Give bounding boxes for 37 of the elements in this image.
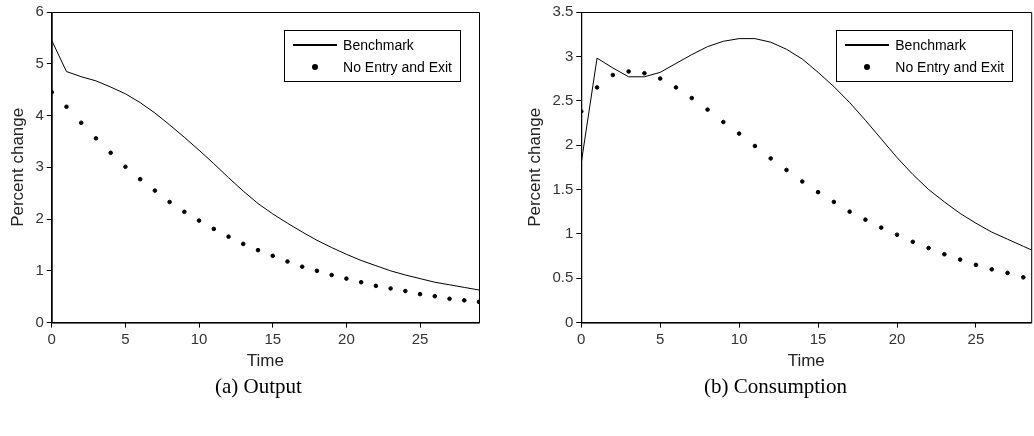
x-tick-label: 20: [338, 329, 355, 347]
x-tick-label: 25: [411, 329, 429, 347]
y-tick-label: 3.5: [552, 2, 574, 20]
x-tick-label: 20: [888, 329, 906, 347]
y-tick-label: 0.5: [552, 268, 574, 286]
legend-label: Benchmark: [343, 36, 414, 55]
legend-label: No Entry and Exit: [895, 58, 1005, 77]
x-axis-title: Time: [246, 351, 284, 371]
y-tick-label: 2.5: [552, 90, 574, 108]
legend-label: Benchmark: [895, 36, 967, 55]
y-tick-label: 4: [35, 105, 44, 123]
y-tick-label: 2: [35, 209, 44, 227]
y-tick-label: 3: [564, 46, 574, 64]
y-axis-title: Percent change: [524, 107, 544, 227]
y-tick-label: 1: [564, 224, 574, 241]
x-tick-label: 0: [47, 329, 56, 347]
y-tick-label: 1: [35, 260, 44, 278]
y-tick-label: 5: [35, 53, 44, 71]
legend-label: No Entry and Exit: [343, 58, 452, 77]
x-tick-label: 25: [967, 329, 985, 347]
y-axis-title: Percent change: [7, 107, 27, 227]
y-tick-label: 0: [564, 312, 574, 330]
text: (b) Consumption: [703, 374, 848, 399]
y-tick-label: 2: [564, 135, 574, 153]
x-axis-title: Time: [787, 351, 825, 371]
x-tick-label: 5: [121, 329, 130, 347]
x-tick-label: 5: [656, 329, 665, 347]
y-tick-label: 3: [35, 157, 44, 175]
y-tick-label: 1.5: [552, 179, 574, 197]
y-tick-label: 6: [35, 2, 44, 20]
text: (a) Output: [214, 374, 303, 399]
x-tick-label: 10: [730, 329, 748, 347]
x-tick-label: 10: [190, 329, 208, 347]
x-tick-label: 0: [577, 329, 586, 347]
x-tick-label: 15: [809, 329, 827, 347]
y-tick-label: 0: [35, 312, 44, 330]
x-tick-label: 15: [264, 329, 282, 347]
